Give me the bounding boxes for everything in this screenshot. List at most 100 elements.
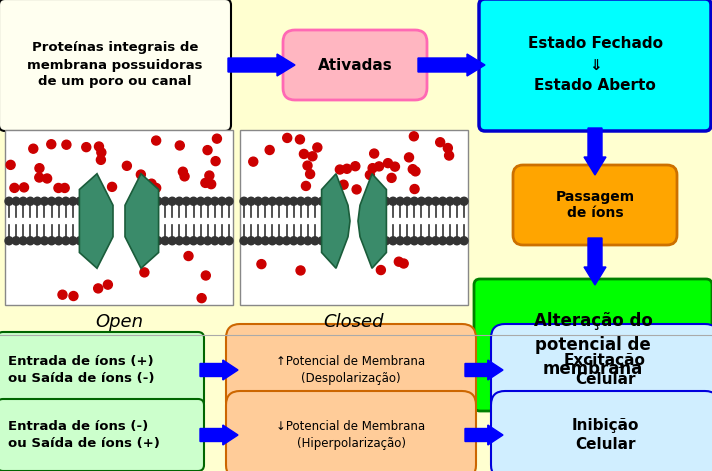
Circle shape [283, 197, 290, 205]
Circle shape [205, 171, 214, 180]
Circle shape [313, 143, 322, 152]
FancyBboxPatch shape [226, 324, 476, 416]
Circle shape [268, 237, 276, 245]
FancyBboxPatch shape [479, 0, 711, 131]
Circle shape [95, 142, 103, 151]
Circle shape [211, 237, 219, 245]
Circle shape [201, 271, 210, 280]
Circle shape [382, 197, 390, 205]
Circle shape [375, 162, 384, 171]
Circle shape [394, 257, 403, 266]
Circle shape [276, 237, 283, 245]
Circle shape [247, 197, 255, 205]
Circle shape [404, 153, 414, 162]
Circle shape [439, 237, 446, 245]
Circle shape [147, 197, 155, 205]
Circle shape [197, 293, 206, 303]
Circle shape [19, 183, 28, 192]
Text: Estado Fechado
⇓
Estado Aberto: Estado Fechado ⇓ Estado Aberto [528, 36, 662, 94]
Text: Inibição
Celular: Inibição Celular [571, 418, 639, 453]
Circle shape [33, 237, 41, 245]
Circle shape [308, 152, 317, 161]
Circle shape [417, 197, 425, 205]
FancyBboxPatch shape [240, 130, 468, 305]
Circle shape [396, 197, 404, 205]
FancyBboxPatch shape [513, 165, 677, 245]
Circle shape [446, 237, 454, 245]
Circle shape [204, 197, 211, 205]
Text: Open: Open [95, 313, 143, 331]
Circle shape [389, 197, 397, 205]
Circle shape [453, 237, 461, 245]
Circle shape [368, 163, 377, 173]
Circle shape [301, 181, 310, 190]
FancyBboxPatch shape [0, 0, 231, 131]
Circle shape [97, 148, 106, 157]
Circle shape [377, 266, 385, 275]
Circle shape [268, 197, 276, 205]
Circle shape [351, 162, 360, 171]
Polygon shape [465, 425, 503, 445]
Circle shape [212, 134, 221, 143]
Circle shape [152, 136, 161, 145]
Circle shape [296, 266, 305, 275]
Circle shape [168, 197, 177, 205]
Circle shape [90, 197, 98, 205]
Circle shape [175, 237, 183, 245]
Circle shape [28, 144, 38, 153]
Circle shape [403, 197, 412, 205]
Circle shape [55, 237, 63, 245]
Circle shape [290, 237, 298, 245]
Polygon shape [358, 174, 387, 268]
Circle shape [297, 237, 305, 245]
Circle shape [41, 197, 48, 205]
Circle shape [140, 197, 148, 205]
Circle shape [409, 132, 419, 141]
Circle shape [240, 237, 248, 245]
Circle shape [154, 237, 162, 245]
Text: Proteínas integrais de
membrana possuidoras
de um poro ou canal: Proteínas integrais de membrana possuido… [27, 41, 203, 89]
Circle shape [375, 197, 383, 205]
Circle shape [365, 171, 375, 179]
Circle shape [384, 159, 392, 168]
Circle shape [179, 167, 187, 176]
Circle shape [48, 197, 56, 205]
Circle shape [90, 237, 98, 245]
Circle shape [140, 237, 148, 245]
Circle shape [460, 237, 468, 245]
Circle shape [161, 237, 169, 245]
Circle shape [396, 237, 404, 245]
Circle shape [154, 197, 162, 205]
Circle shape [54, 184, 63, 193]
Circle shape [240, 197, 248, 205]
Circle shape [58, 290, 67, 299]
Circle shape [439, 197, 446, 205]
Circle shape [69, 197, 77, 205]
Circle shape [305, 170, 315, 179]
Circle shape [247, 237, 255, 245]
Circle shape [19, 237, 27, 245]
Circle shape [182, 237, 190, 245]
Circle shape [304, 237, 312, 245]
Circle shape [417, 237, 425, 245]
Circle shape [175, 197, 183, 205]
Text: Passagem
de íons: Passagem de íons [555, 190, 634, 220]
Circle shape [424, 237, 432, 245]
Circle shape [161, 197, 169, 205]
Circle shape [325, 237, 333, 245]
Circle shape [94, 284, 103, 293]
Circle shape [218, 237, 226, 245]
Text: Entrada de íons (+)
ou Saída de íons (-): Entrada de íons (+) ou Saída de íons (-) [8, 355, 155, 385]
Circle shape [225, 237, 233, 245]
Polygon shape [80, 174, 113, 268]
FancyBboxPatch shape [0, 399, 204, 471]
Circle shape [47, 140, 56, 149]
Circle shape [431, 237, 439, 245]
Circle shape [203, 146, 212, 154]
Circle shape [399, 259, 408, 268]
Circle shape [189, 237, 197, 245]
Circle shape [375, 237, 383, 245]
FancyBboxPatch shape [474, 279, 712, 411]
Text: Closed: Closed [324, 313, 384, 331]
Circle shape [403, 237, 412, 245]
